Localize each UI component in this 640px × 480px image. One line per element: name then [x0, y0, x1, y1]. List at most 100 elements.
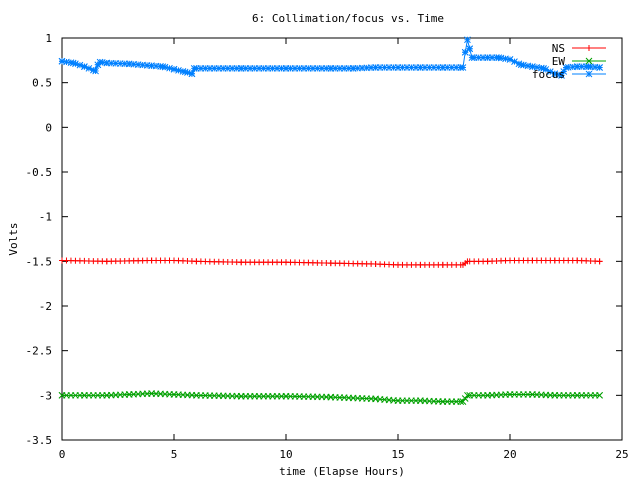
- data-point: [596, 64, 603, 71]
- data-point: [283, 259, 289, 266]
- data-point: [166, 64, 173, 72]
- data-point: [585, 63, 592, 70]
- data-point: [354, 64, 362, 72]
- data-point: [417, 64, 424, 71]
- data-point: [81, 63, 88, 70]
- data-point: [385, 64, 393, 71]
- data-point: [237, 65, 245, 72]
- data-point: [193, 391, 200, 399]
- data-point: [459, 261, 466, 268]
- data-point: [148, 257, 155, 264]
- data-point: [269, 65, 276, 72]
- data-point: [372, 395, 379, 403]
- axis-ticks: [61, 37, 623, 441]
- data-point: [251, 65, 258, 72]
- data-point: [464, 391, 471, 399]
- data-point: [468, 54, 476, 62]
- data-point: [81, 391, 88, 399]
- data-point: [170, 65, 178, 73]
- data-point: [464, 36, 471, 44]
- data-point: [448, 64, 456, 71]
- x-tick-label: 15: [391, 448, 404, 461]
- data-point: [188, 70, 196, 78]
- data-point: [345, 65, 353, 72]
- data-point: [403, 64, 411, 71]
- data-point: [107, 59, 115, 67]
- data-point: [376, 64, 384, 71]
- data-point: [159, 63, 167, 70]
- data-point: [517, 61, 525, 69]
- data-point: [372, 261, 379, 268]
- data-point: [322, 65, 330, 72]
- data-point: [507, 257, 513, 264]
- data-point: [457, 398, 465, 405]
- data-point: [421, 64, 429, 71]
- chart-title: 6: Collimation/focus vs. Time: [252, 12, 444, 25]
- data-point: [237, 392, 245, 400]
- data-point: [90, 66, 97, 74]
- data-point: [170, 391, 178, 398]
- data-point: [296, 65, 303, 72]
- data-point: [484, 258, 491, 265]
- data-point: [555, 71, 563, 79]
- data-point: [596, 391, 603, 399]
- legend-label: focus: [532, 68, 565, 81]
- data-point: [305, 65, 312, 72]
- data-point: [394, 64, 402, 71]
- data-point: [210, 65, 218, 72]
- data-point: [327, 393, 335, 401]
- legend-marker: [585, 57, 593, 65]
- data-point: [171, 257, 177, 264]
- data-point: [69, 59, 77, 67]
- data-point: [130, 60, 138, 68]
- y-tick-label: -1.5: [26, 255, 53, 268]
- data-point: [502, 55, 509, 63]
- data-point: [573, 391, 581, 399]
- data-point: [85, 65, 93, 72]
- data-point: [461, 48, 469, 56]
- data-point: [495, 54, 503, 62]
- data-point: [282, 392, 290, 400]
- data-point: [349, 65, 357, 72]
- data-point: [459, 398, 467, 405]
- y-tick-label: -2: [39, 300, 52, 313]
- data-point: [551, 257, 558, 264]
- data-point: [434, 64, 442, 71]
- data-point: [540, 65, 547, 72]
- data-point: [591, 63, 599, 71]
- data-point: [484, 391, 491, 399]
- data-point: [439, 64, 447, 71]
- data-point: [161, 63, 169, 71]
- data-point: [246, 65, 254, 72]
- data-point: [116, 60, 124, 67]
- data-point: [139, 61, 146, 69]
- data-point: [573, 63, 581, 70]
- tick-labels: 0 5 10 15 20 25 -3.5 -3 -2.5 -2 -1.5 -1 -0.5 0 0.5 1: [26, 32, 629, 461]
- data-point: [363, 64, 370, 72]
- data-point: [112, 60, 120, 67]
- legend-marker: [585, 70, 593, 78]
- data-point: [574, 257, 581, 264]
- x-axis-label: time (Elapse Hours): [279, 465, 405, 478]
- data-point: [72, 60, 79, 68]
- y-tick-label: -0.5: [26, 166, 53, 179]
- y-tick-label: 0: [45, 121, 52, 134]
- x-tick-label: 5: [171, 448, 178, 461]
- data-point: [273, 65, 281, 72]
- data-point: [327, 65, 335, 72]
- data-point: [190, 65, 198, 72]
- data-point: [327, 260, 334, 267]
- data-point: [125, 60, 133, 68]
- data-point: [372, 64, 379, 71]
- data-point: [466, 45, 474, 53]
- plot-frame: [61, 37, 623, 441]
- data-point: [430, 64, 438, 71]
- data-point: [562, 64, 570, 71]
- y-tick-label: -3: [39, 389, 52, 402]
- data-point: [314, 65, 321, 72]
- series-line: [62, 393, 600, 403]
- data-point: [426, 64, 433, 71]
- data-point: [390, 64, 397, 71]
- data-point: [464, 258, 471, 265]
